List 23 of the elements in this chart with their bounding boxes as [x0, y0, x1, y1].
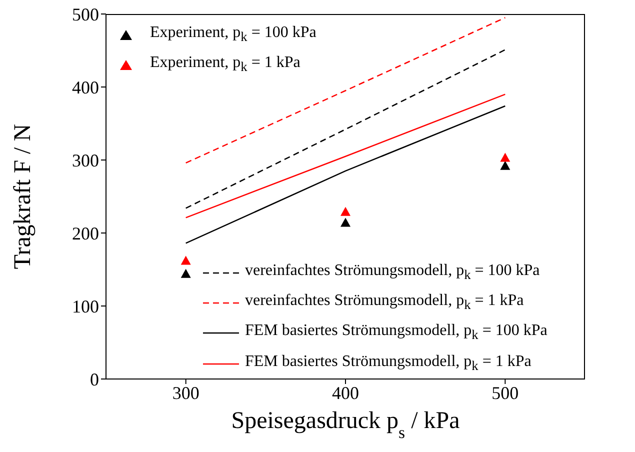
point: [500, 152, 510, 162]
x-axis-title: Speisegasdruck p$_{s}$ / kPa: [231, 408, 460, 442]
legend-label: Experiment, p$_{k}$ = 100 kPa: [150, 23, 316, 46]
legend-label: vereinfachtes Strömungsmodell, p$_{k}$ = 100 kPa: [245, 261, 540, 284]
y-axis-title: Tragkraft F / N: [10, 124, 36, 270]
x-tick-label: 500: [492, 382, 519, 403]
point: [180, 268, 191, 278]
y-tick-label: 400: [72, 77, 99, 98]
legend-label: FEM basiertes Strömungsmodell, p$_{k}$ = 100 kPa: [245, 321, 548, 345]
y-tick-label: 300: [72, 150, 99, 170]
x-tick-label: 400: [332, 382, 359, 403]
y-tick-label: 0: [90, 369, 99, 390]
y-tick-label: 100: [72, 296, 99, 316]
legend-label: Experiment, p$_{k}$ = 1 kPa: [150, 53, 300, 76]
point: [340, 218, 350, 227]
legend-label: vereinfachtes Strömungsmodell, p$_{k}$ = 1 kPa: [245, 291, 524, 314]
point: [500, 160, 510, 170]
point: [340, 206, 350, 216]
y-tick-label: 200: [72, 223, 99, 244]
x-tick-label: 300: [172, 382, 200, 403]
point: [180, 256, 191, 265]
legend-label: FEM basiertes Strömungsmodell, p$_{k}$ = 1 kPa: [245, 352, 532, 375]
y-tick-label: 500: [72, 4, 99, 24]
